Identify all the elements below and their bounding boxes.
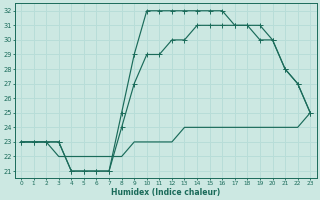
X-axis label: Humidex (Indice chaleur): Humidex (Indice chaleur) — [111, 188, 220, 197]
